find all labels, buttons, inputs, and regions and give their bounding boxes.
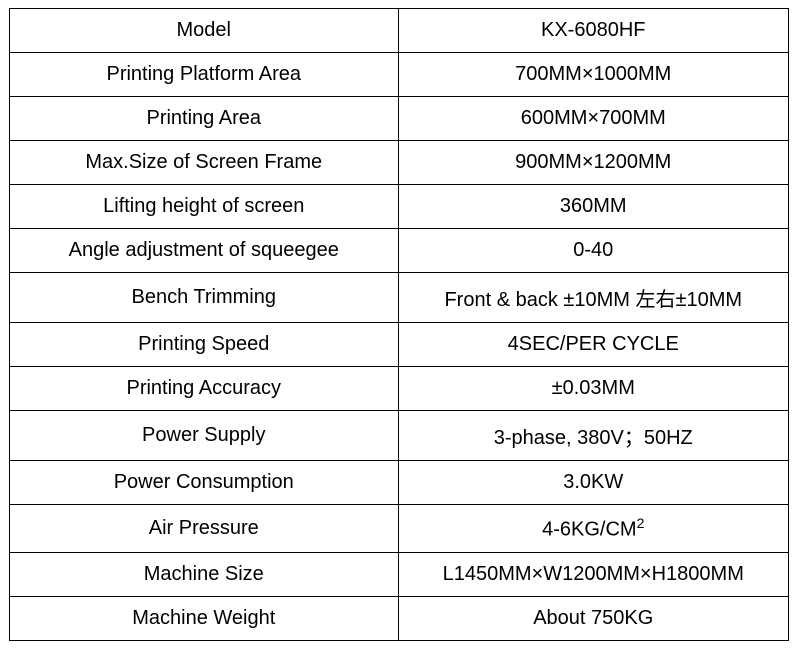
table-row: Printing Accuracy ±0.03MM — [9, 367, 788, 411]
spec-value: L1450MM×W1200MM×H1800MM — [399, 552, 789, 596]
table-row: Angle adjustment of squeegee 0-40 — [9, 229, 788, 273]
spec-value: 3.0KW — [399, 461, 789, 505]
table-row: Model KX-6080HF — [9, 9, 788, 53]
spec-value: About 750KG — [399, 596, 789, 640]
table-row: Max.Size of Screen Frame 900MM×1200MM — [9, 141, 788, 185]
air-pressure-base: 4-6KG/CM — [542, 519, 636, 541]
spec-value: 900MM×1200MM — [399, 141, 789, 185]
spec-label: Machine Size — [9, 552, 399, 596]
table-row: Machine Weight About 750KG — [9, 596, 788, 640]
spec-label: Printing Speed — [9, 323, 399, 367]
spec-value: KX-6080HF — [399, 9, 789, 53]
table-row: Bench Trimming Front & back ±10MM 左右±10M… — [9, 273, 788, 323]
spec-value: 700MM×1000MM — [399, 53, 789, 97]
air-pressure-sup: 2 — [637, 515, 645, 531]
spec-label: Printing Platform Area — [9, 53, 399, 97]
spec-label: Max.Size of Screen Frame — [9, 141, 399, 185]
table-row: Lifting height of screen 360MM — [9, 185, 788, 229]
spec-value: 0-40 — [399, 229, 789, 273]
spec-label: Printing Accuracy — [9, 367, 399, 411]
table-row: Printing Area 600MM×700MM — [9, 97, 788, 141]
spec-label: Printing Area — [9, 97, 399, 141]
table-row: Printing Speed 4SEC/PER CYCLE — [9, 323, 788, 367]
spec-label: Air Pressure — [9, 505, 399, 553]
spec-label: Angle adjustment of squeegee — [9, 229, 399, 273]
table-row: Air Pressure 4-6KG/CM2 — [9, 505, 788, 553]
spec-label: Machine Weight — [9, 596, 399, 640]
spec-value: 4SEC/PER CYCLE — [399, 323, 789, 367]
spec-table: Model KX-6080HF Printing Platform Area 7… — [9, 8, 789, 641]
table-row: Power Consumption 3.0KW — [9, 461, 788, 505]
spec-table-body: Model KX-6080HF Printing Platform Area 7… — [9, 9, 788, 641]
spec-label: Model — [9, 9, 399, 53]
spec-value: 4-6KG/CM2 — [399, 505, 789, 553]
spec-value: ±0.03MM — [399, 367, 789, 411]
table-row: Printing Platform Area 700MM×1000MM — [9, 53, 788, 97]
spec-label: Power Consumption — [9, 461, 399, 505]
table-row: Power Supply 3-phase, 380V；50HZ — [9, 411, 788, 461]
spec-label: Lifting height of screen — [9, 185, 399, 229]
spec-value: Front & back ±10MM 左右±10MM — [399, 273, 789, 323]
table-row: Machine Size L1450MM×W1200MM×H1800MM — [9, 552, 788, 596]
spec-label: Bench Trimming — [9, 273, 399, 323]
spec-label: Power Supply — [9, 411, 399, 461]
spec-value: 600MM×700MM — [399, 97, 789, 141]
spec-value: 360MM — [399, 185, 789, 229]
spec-value: 3-phase, 380V；50HZ — [399, 411, 789, 461]
